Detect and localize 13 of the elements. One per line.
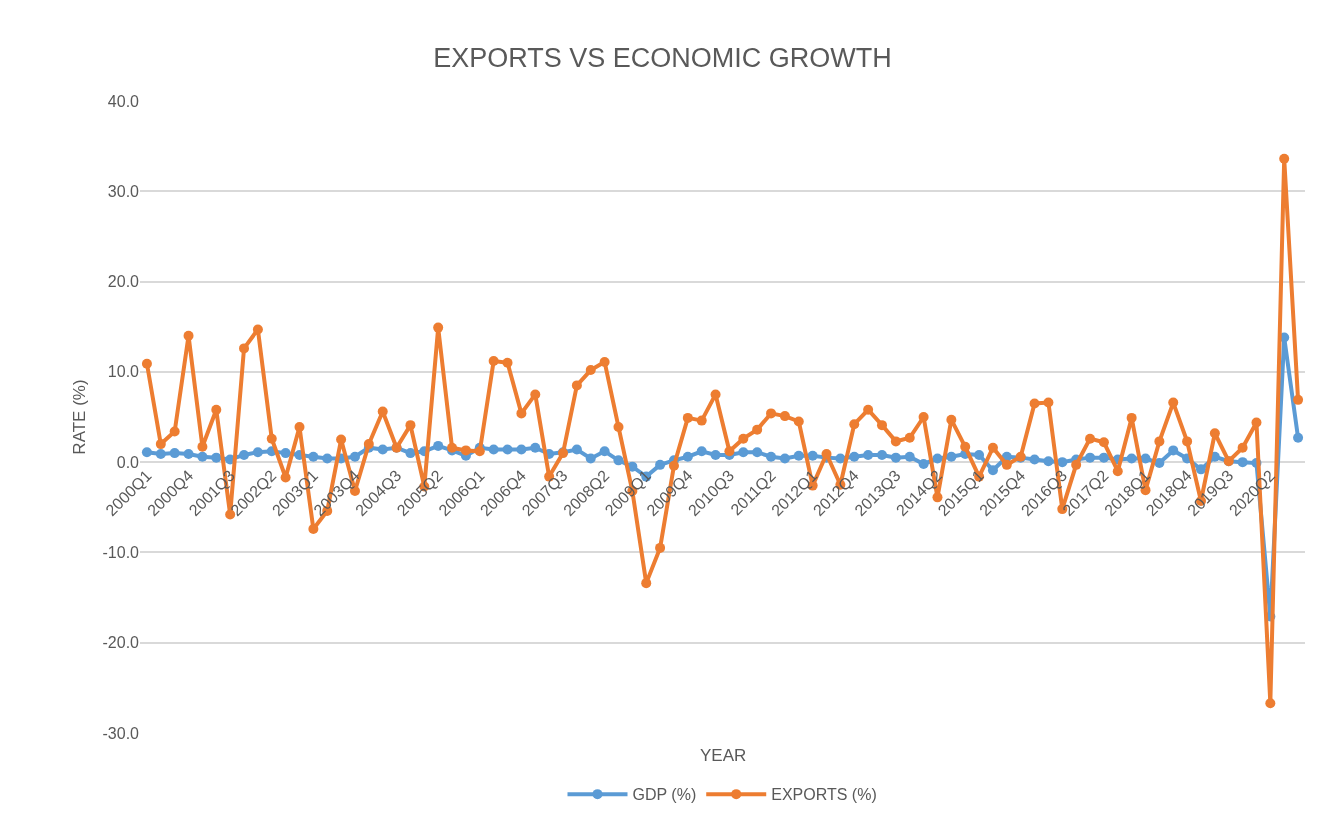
y-tick-label: 10.0 [107, 363, 140, 381]
legend-label: GDP (%) [632, 786, 697, 804]
x-axis-title: YEAR [700, 746, 747, 765]
y-tick-label: 0.0 [116, 453, 140, 471]
y-tick-label: -10.0 [102, 544, 140, 562]
y-tick-label: 20.0 [107, 273, 140, 291]
legend-label: EXPORTS (%) [771, 786, 877, 804]
y-tick-label: 40.0 [107, 92, 140, 110]
y-tick-label: -20.0 [102, 634, 140, 652]
y-axis-title: RATE (%) [70, 379, 90, 455]
y-tick-label: -30.0 [102, 724, 140, 742]
y-tick-label: 30.0 [107, 182, 140, 200]
chart-title: EXPORTS VS ECONOMIC GROWTH [433, 43, 892, 74]
